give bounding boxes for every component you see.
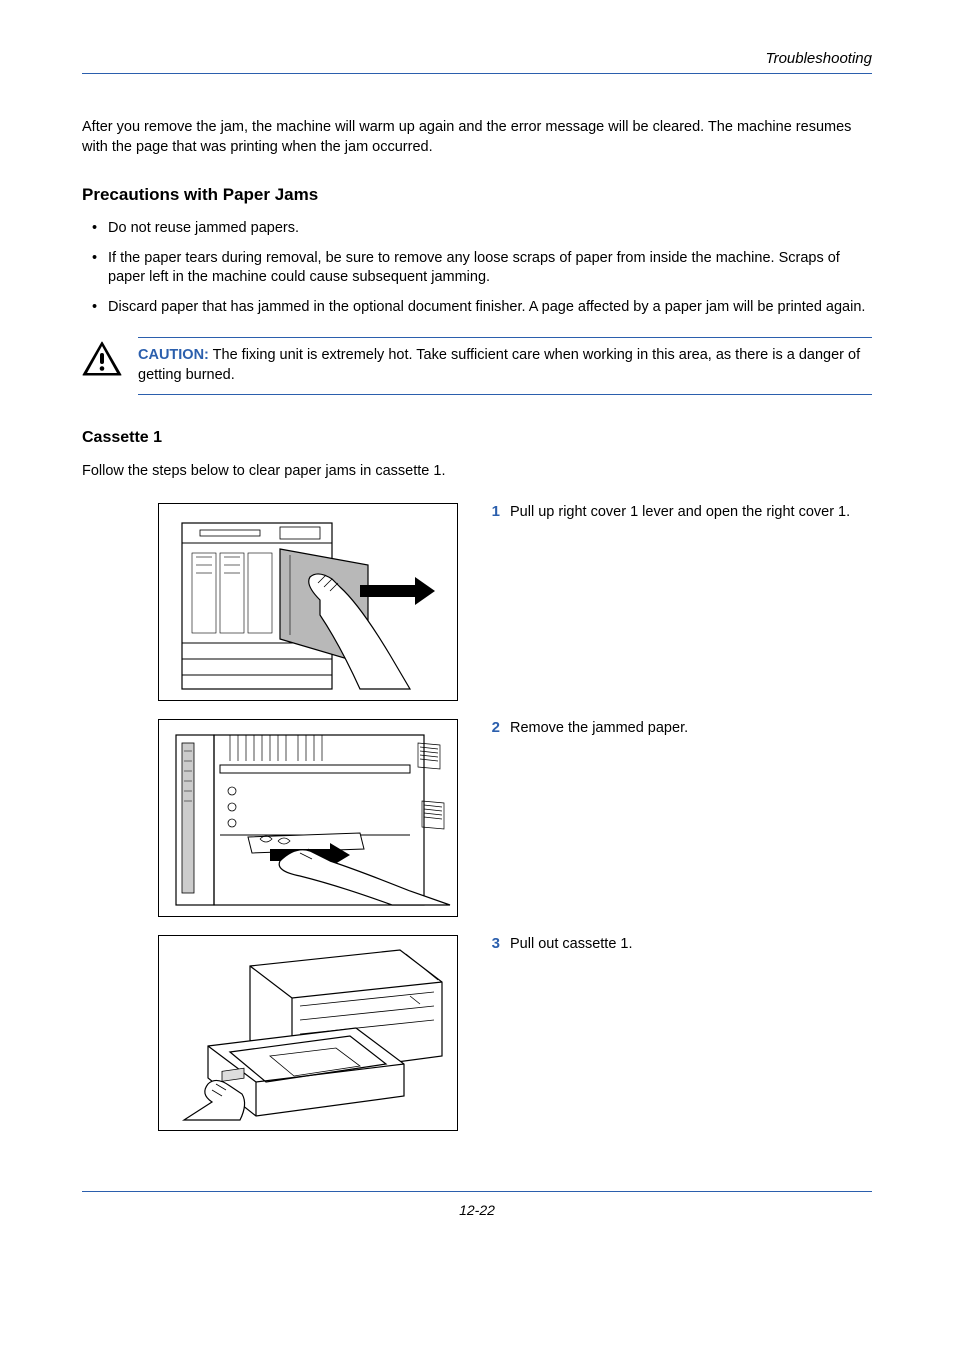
step-text: Pull up right cover 1 lever and open the… xyxy=(510,503,872,523)
caution-label: CAUTION: xyxy=(138,347,209,363)
step-text: Remove the jammed paper. xyxy=(510,719,872,739)
step-row: 1 Pull up right cover 1 lever and open t… xyxy=(82,503,872,701)
list-item: Do not reuse jammed papers. xyxy=(82,219,872,239)
caution-block: CAUTION: The fixing unit is extremely ho… xyxy=(82,337,872,394)
step-text: Pull out cassette 1. xyxy=(510,935,872,955)
list-item: Discard paper that has jammed in the opt… xyxy=(82,298,872,318)
step-row: 3 Pull out cassette 1. xyxy=(82,935,872,1131)
caution-text: CAUTION: The fixing unit is extremely ho… xyxy=(138,337,872,394)
precautions-list: Do not reuse jammed papers. If the paper… xyxy=(82,219,872,317)
intro-paragraph: After you remove the jam, the machine wi… xyxy=(82,118,872,157)
section-header: Troubleshooting xyxy=(82,50,872,74)
warning-icon xyxy=(82,341,126,377)
cassette-heading: Cassette 1 xyxy=(82,429,872,447)
page-footer: 12-22 xyxy=(82,1191,872,1218)
step-number: 3 xyxy=(476,935,500,952)
step-row: 2 Remove the jammed paper. xyxy=(82,719,872,917)
step-figure-2 xyxy=(158,719,458,917)
caution-body: The fixing unit is extremely hot. Take s… xyxy=(138,347,860,383)
step-figure-1 xyxy=(158,503,458,701)
step-number: 1 xyxy=(476,503,500,520)
list-item: If the paper tears during removal, be su… xyxy=(82,249,872,288)
cassette-intro: Follow the steps below to clear paper ja… xyxy=(82,463,872,479)
precautions-heading: Precautions with Paper Jams xyxy=(82,185,872,205)
step-number: 2 xyxy=(476,719,500,736)
step-figure-3 xyxy=(158,935,458,1131)
